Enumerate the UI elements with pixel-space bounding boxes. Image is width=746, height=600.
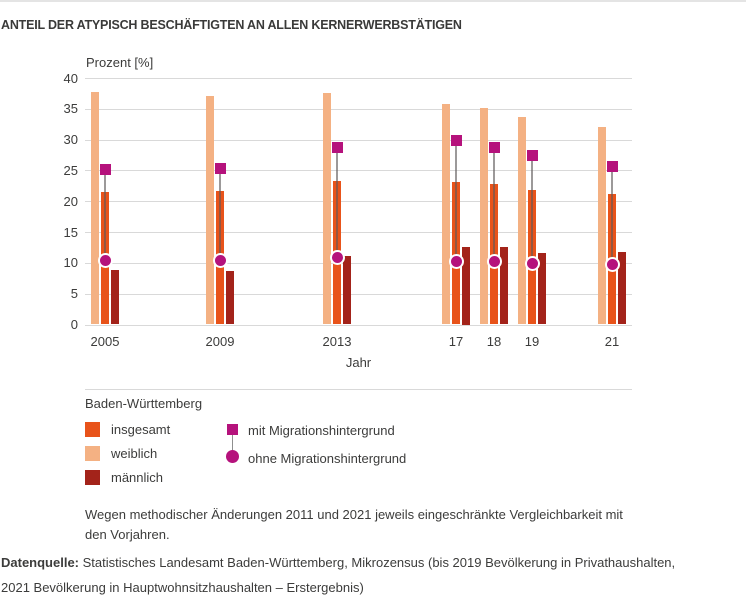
legend-circle-marker-icon — [226, 450, 239, 463]
legend-separator — [85, 389, 632, 390]
bar-weiblich-2009 — [206, 96, 214, 325]
x-tick-2005: 2005 — [90, 334, 120, 349]
bar-männlich-17 — [462, 247, 470, 325]
x-tick-21: 21 — [604, 334, 620, 349]
bar-männlich-2005 — [111, 270, 119, 325]
bar-weiblich-19 — [518, 117, 526, 325]
gridline-40 — [85, 78, 632, 79]
marker-mit-migrationshintergrund-18 — [488, 142, 500, 154]
gridline-5 — [85, 293, 632, 295]
marker-ohne-migrationshintergrund-21 — [604, 256, 620, 272]
y-tick-5: 5 — [70, 286, 78, 302]
data-source-note: Datenquelle: Statistisches Landesamt Bad… — [1, 550, 707, 600]
methodology-footnote: Wegen methodischer Änderungen 2011 und 2… — [85, 507, 623, 542]
bar-weiblich-21 — [598, 126, 606, 325]
legend-label-weiblich: weiblich — [111, 446, 158, 461]
legend-marker-connector-line — [232, 435, 233, 452]
x-tick-18: 18 — [486, 334, 502, 349]
marker-connector-21 — [611, 166, 613, 265]
y-tick-15: 15 — [63, 224, 78, 240]
y-tick-0: 0 — [70, 317, 78, 332]
legend-swatch-weiblich — [85, 446, 100, 461]
marker-mit-migrationshintergrund-21 — [606, 160, 618, 172]
marker-ohne-migrationshintergrund-18 — [486, 253, 502, 269]
bar-männlich-21 — [618, 251, 626, 325]
data-source-text: Statistisches Landesamt Baden-Württember… — [1, 555, 676, 595]
marker-ohne-migrationshintergrund-19 — [524, 255, 540, 271]
bar-weiblich-2013 — [323, 92, 331, 325]
marker-connector-17 — [455, 140, 457, 261]
marker-connector-2009 — [219, 168, 221, 261]
marker-mit-migrationshintergrund-19 — [526, 149, 538, 161]
marker-ohne-migrationshintergrund-2009 — [212, 252, 228, 268]
y-tick-20: 20 — [63, 193, 78, 209]
top-border-line — [0, 0, 746, 2]
gridline-0 — [85, 324, 632, 326]
legend-label-ohne-migrationshintergrund: ohne Migrationshintergrund — [248, 451, 407, 466]
marker-ohne-migrationshintergrund-2005 — [97, 252, 113, 268]
legend-swatch-insgesamt — [85, 422, 100, 437]
marker-connector-19 — [531, 155, 533, 264]
legend-region-label: Baden-Württemberg — [85, 396, 203, 411]
x-tick-19: 19 — [524, 334, 540, 349]
gridline-20 — [85, 201, 632, 203]
page-title: ANTEIL DER ATYPISCH BESCHÄFTIGTEN AN ALL… — [1, 18, 462, 32]
gridline-10 — [85, 262, 632, 264]
y-tick-30: 30 — [63, 132, 78, 148]
legend-square-marker-icon — [227, 424, 238, 435]
y-tick-40: 40 — [63, 70, 78, 86]
y-axis-label: Prozent [%] — [86, 55, 154, 70]
marker-ohne-migrationshintergrund-17 — [448, 253, 464, 269]
legend-label-insgesamt: insgesamt — [111, 422, 171, 437]
bar-männlich-2013 — [343, 256, 351, 325]
x-axis-label: Jahr — [345, 355, 372, 370]
gridline-35 — [85, 108, 632, 110]
marker-mit-migrationshintergrund-2013 — [331, 142, 343, 154]
marker-connector-2005 — [104, 169, 106, 261]
gridline-15 — [85, 232, 632, 234]
bar-männlich-19 — [538, 253, 546, 325]
marker-connector-2013 — [336, 147, 338, 258]
marker-mit-migrationshintergrund-2009 — [214, 163, 226, 175]
y-tick-10: 10 — [63, 255, 78, 271]
y-tick-25: 25 — [63, 162, 78, 178]
y-tick-35: 35 — [63, 101, 78, 117]
legend-label-maennlich: männlich — [111, 470, 164, 485]
bar-männlich-18 — [500, 246, 508, 325]
x-tick-17: 17 — [448, 334, 464, 349]
marker-mit-migrationshintergrund-17 — [450, 135, 462, 147]
bar-weiblich-17 — [442, 103, 450, 325]
marker-ohne-migrationshintergrund-2013 — [329, 250, 345, 266]
gridline-25 — [85, 170, 632, 172]
bar-weiblich-2005 — [91, 91, 99, 325]
marker-mit-migrationshintergrund-2005 — [99, 163, 111, 175]
x-tick-2009: 2009 — [205, 334, 235, 349]
gridline-30 — [85, 139, 632, 141]
legend-label-mit-migrationshintergrund: mit Migrationshintergrund — [248, 423, 395, 438]
x-tick-2013: 2013 — [322, 334, 352, 349]
bar-männlich-2009 — [226, 270, 234, 325]
bar-weiblich-18 — [480, 108, 488, 325]
marker-connector-18 — [493, 147, 495, 261]
legend-swatch-maennlich — [85, 470, 100, 485]
data-source-prefix: Datenquelle: — [1, 555, 80, 570]
